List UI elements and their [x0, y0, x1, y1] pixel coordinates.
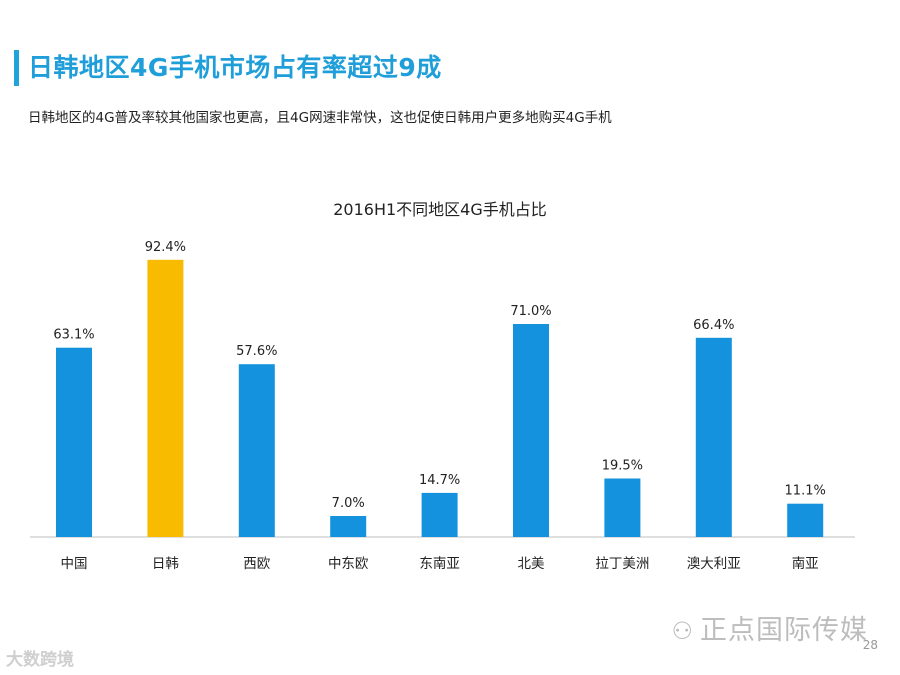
bar-7 [695, 337, 732, 537]
bar-value-label-0: 63.1% [53, 328, 94, 343]
category-label-5: 北美 [518, 556, 545, 572]
category-label-4: 东南亚 [419, 556, 460, 572]
page-number: 28 [862, 638, 878, 652]
bar-8 [787, 503, 824, 537]
page-subtitle: 日韩地区的4G普及率较其他国家也更高，且4G网速非常快，这也促使日韩用户更多地购… [28, 110, 612, 126]
category-label-1: 日韩 [152, 556, 179, 572]
watermark: ⚇ 正点国际传媒 [671, 608, 868, 647]
bar-value-label-2: 57.6% [236, 344, 277, 359]
category-label-2: 西欧 [243, 556, 270, 572]
bar-value-label-7: 66.4% [693, 318, 734, 333]
watermark-text: 正点国际传媒 [700, 615, 868, 646]
bar-1 [147, 259, 184, 537]
bar-value-label-1: 92.4% [145, 240, 186, 255]
category-label-0: 中国 [61, 556, 88, 572]
bar-0 [56, 347, 92, 537]
bar-value-label-8: 11.1% [785, 484, 826, 499]
chart-title: 2016H1不同地区4G手机占比 [333, 200, 547, 219]
category-label-8: 南亚 [792, 556, 819, 572]
category-label-3: 中东欧 [328, 556, 369, 572]
category-label-6: 拉丁美洲 [595, 556, 649, 572]
bar-5 [513, 324, 549, 537]
wechat-icon: ⚇ [671, 617, 694, 645]
bar-4 [421, 492, 458, 537]
category-label-7: 澳大利亚 [687, 556, 741, 572]
bar-2 [238, 364, 275, 537]
bar-value-label-6: 19.5% [602, 459, 643, 474]
bar-3 [330, 516, 367, 537]
bar-value-label-5: 71.0% [510, 304, 551, 319]
bar-6 [604, 478, 641, 537]
bar-value-label-4: 14.7% [419, 473, 460, 488]
bars-group: 63.1% 中国 92.4% 日韩 57.6% 西欧 7.0% 中东欧 14.7% 东南亚 71.0… [53, 240, 826, 572]
bar-value-label-3: 7.0% [332, 496, 365, 511]
corner-logo: 大数跨境 [6, 650, 74, 670]
page-title: 日韩地区4G手机市场占有率超过9成 [28, 53, 442, 82]
title-accent-bar [14, 50, 19, 86]
